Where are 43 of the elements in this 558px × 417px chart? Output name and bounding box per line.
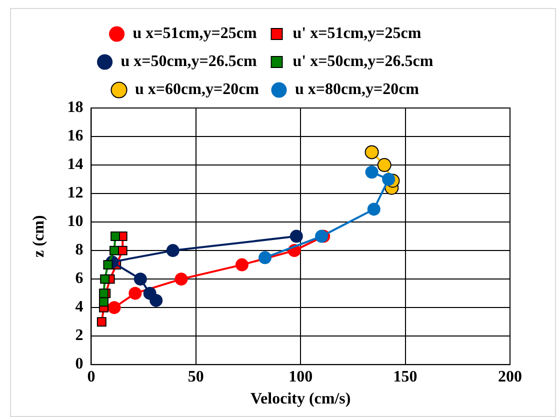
point: [235, 258, 248, 272]
legend-label: u x=60cm,y=20cm: [135, 81, 260, 98]
point: [166, 244, 180, 258]
point: [382, 172, 396, 186]
point: [99, 297, 109, 307]
y-tick-label: 14: [67, 156, 84, 174]
y-tick-label: 0: [75, 356, 84, 373]
x-tick-label: 0: [87, 368, 96, 386]
point: [365, 166, 378, 179]
legend-label: u x=80cm,y=20cm: [295, 81, 420, 98]
point: [118, 246, 128, 256]
x-tick-label: 100: [288, 368, 313, 386]
point: [367, 202, 380, 216]
y-axis-title: z (cm): [30, 215, 48, 258]
point: [134, 272, 147, 286]
x-tick-label: 50: [188, 368, 204, 386]
point: [290, 230, 303, 243]
point: [108, 301, 121, 314]
y-tick-label: 6: [75, 270, 84, 288]
legend-label: u x=51cm,y=25cm: [132, 25, 258, 42]
x-axis-title: Velocity (cm/s): [250, 390, 351, 408]
y-tick-label: 8: [75, 242, 84, 259]
point: [258, 251, 272, 264]
point: [143, 286, 156, 300]
legend-label: u' x=50cm,y=26.5cm: [292, 53, 434, 70]
point: [377, 158, 392, 172]
x-tick-label: 200: [498, 368, 522, 386]
legend-label: u' x=51cm,y=25cm: [292, 25, 422, 42]
y-tick-label: 12: [67, 184, 84, 202]
y-tick-label: 18: [67, 99, 84, 116]
y-tick-label: 16: [67, 128, 84, 145]
y-tick-label: 4: [75, 298, 84, 316]
point: [100, 274, 110, 284]
point: [128, 286, 142, 300]
legend-label: u x=50cm,y=26.5cm: [120, 53, 258, 70]
x-tick-label: 150: [393, 368, 418, 386]
point: [364, 145, 379, 160]
y-tick-label: 2: [75, 327, 84, 344]
point: [96, 317, 106, 327]
point: [174, 272, 188, 286]
y-tick-label: 10: [67, 213, 84, 230]
point: [109, 246, 119, 256]
point: [110, 232, 120, 242]
